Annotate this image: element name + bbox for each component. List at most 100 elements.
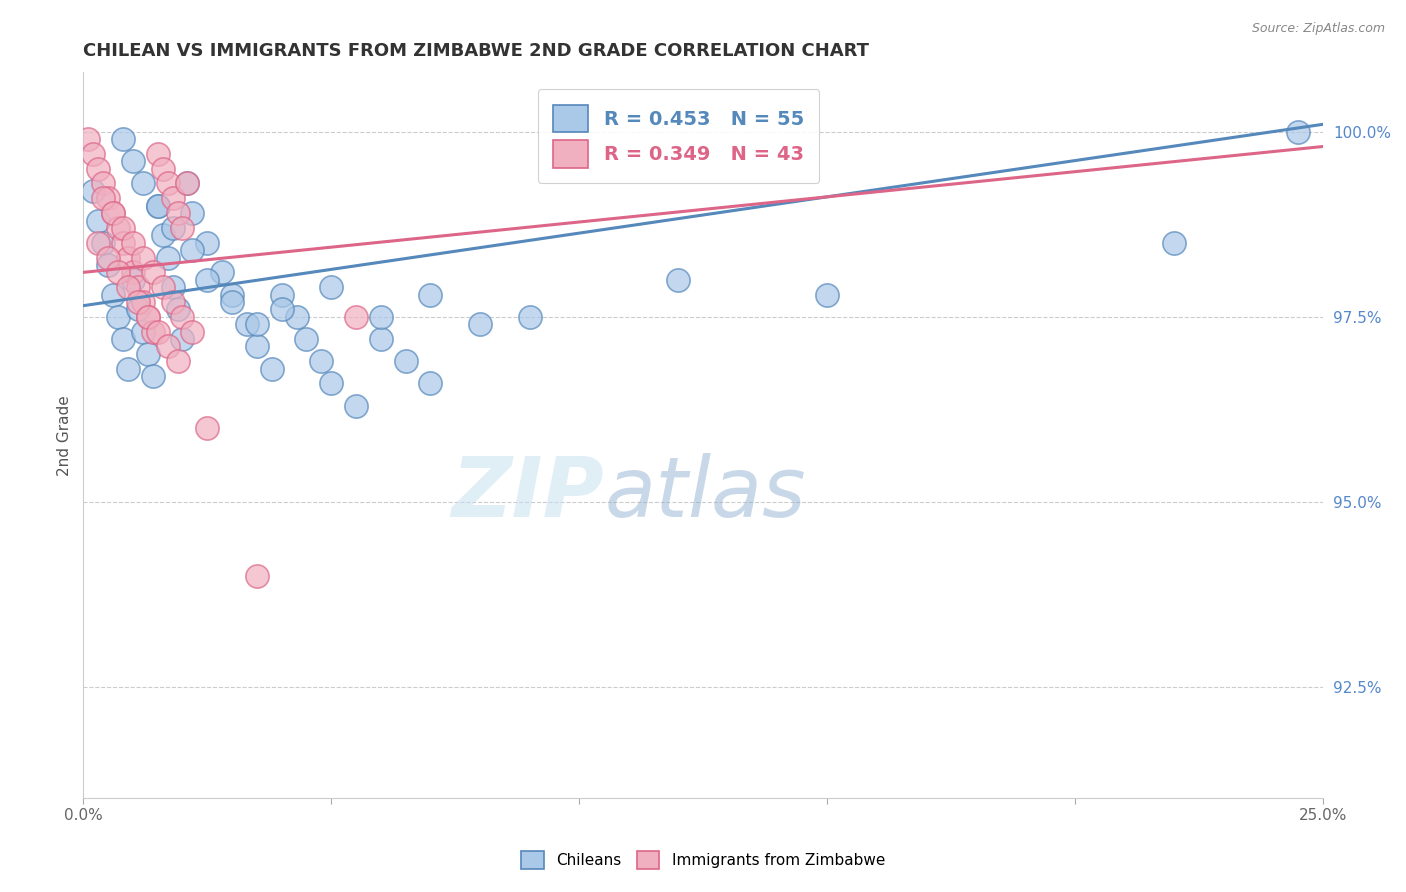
Point <box>172 310 194 324</box>
Point <box>344 399 367 413</box>
Point <box>152 161 174 176</box>
Point <box>117 280 139 294</box>
Point <box>127 295 149 310</box>
Point <box>152 280 174 294</box>
Point <box>468 317 491 331</box>
Point <box>122 273 145 287</box>
Y-axis label: 2nd Grade: 2nd Grade <box>58 395 72 475</box>
Point <box>211 265 233 279</box>
Point <box>166 302 188 317</box>
Point <box>295 332 318 346</box>
Point <box>111 235 134 250</box>
Text: Source: ZipAtlas.com: Source: ZipAtlas.com <box>1251 22 1385 36</box>
Point <box>162 280 184 294</box>
Point <box>176 177 198 191</box>
Text: ZIP: ZIP <box>451 453 605 533</box>
Point <box>132 251 155 265</box>
Point <box>117 251 139 265</box>
Point <box>97 191 120 205</box>
Point <box>107 221 129 235</box>
Point <box>172 332 194 346</box>
Point <box>122 154 145 169</box>
Point <box>311 354 333 368</box>
Point <box>162 295 184 310</box>
Point <box>260 361 283 376</box>
Point <box>181 325 204 339</box>
Point <box>101 287 124 301</box>
Point <box>146 325 169 339</box>
Point <box>136 347 159 361</box>
Point <box>111 132 134 146</box>
Point <box>246 339 269 353</box>
Point <box>111 221 134 235</box>
Point <box>270 302 292 317</box>
Point <box>162 191 184 205</box>
Point <box>156 339 179 353</box>
Point <box>519 310 541 324</box>
Point <box>122 235 145 250</box>
Point <box>181 243 204 257</box>
Point <box>111 332 134 346</box>
Point <box>156 251 179 265</box>
Point <box>87 161 110 176</box>
Point <box>101 206 124 220</box>
Point <box>77 132 100 146</box>
Point <box>166 206 188 220</box>
Point <box>221 295 243 310</box>
Point <box>127 302 149 317</box>
Point <box>321 376 343 391</box>
Point <box>136 310 159 324</box>
Point <box>246 569 269 583</box>
Point <box>370 310 392 324</box>
Point <box>270 287 292 301</box>
Point <box>146 199 169 213</box>
Point <box>97 251 120 265</box>
Point <box>91 177 114 191</box>
Point <box>162 221 184 235</box>
Point <box>221 287 243 301</box>
Point <box>142 369 165 384</box>
Point <box>146 199 169 213</box>
Point <box>91 191 114 205</box>
Text: CHILEAN VS IMMIGRANTS FROM ZIMBABWE 2ND GRADE CORRELATION CHART: CHILEAN VS IMMIGRANTS FROM ZIMBABWE 2ND … <box>83 42 869 60</box>
Point <box>142 265 165 279</box>
Point <box>107 310 129 324</box>
Point <box>142 325 165 339</box>
Point <box>668 273 690 287</box>
Point <box>419 287 441 301</box>
Point <box>172 221 194 235</box>
Point <box>419 376 441 391</box>
Point <box>344 310 367 324</box>
Point <box>136 310 159 324</box>
Point <box>87 235 110 250</box>
Point <box>156 177 179 191</box>
Point <box>395 354 418 368</box>
Point <box>181 206 204 220</box>
Point <box>1163 235 1185 250</box>
Point <box>370 332 392 346</box>
Point <box>321 280 343 294</box>
Point <box>246 317 269 331</box>
Point <box>132 177 155 191</box>
Point <box>97 258 120 272</box>
Point <box>87 213 110 227</box>
Point <box>82 147 104 161</box>
Point <box>166 354 188 368</box>
Point <box>195 421 218 435</box>
Point <box>146 147 169 161</box>
Point <box>132 295 155 310</box>
Legend: R = 0.453   N = 55, R = 0.349   N = 43: R = 0.453 N = 55, R = 0.349 N = 43 <box>537 89 820 184</box>
Point <box>815 287 838 301</box>
Point <box>1288 125 1310 139</box>
Point <box>82 184 104 198</box>
Point <box>107 265 129 279</box>
Text: atlas: atlas <box>605 453 806 533</box>
Point <box>132 325 155 339</box>
Legend: Chileans, Immigrants from Zimbabwe: Chileans, Immigrants from Zimbabwe <box>515 845 891 875</box>
Point <box>127 280 149 294</box>
Point <box>236 317 259 331</box>
Point <box>176 177 198 191</box>
Point <box>152 228 174 243</box>
Point <box>285 310 308 324</box>
Point <box>91 235 114 250</box>
